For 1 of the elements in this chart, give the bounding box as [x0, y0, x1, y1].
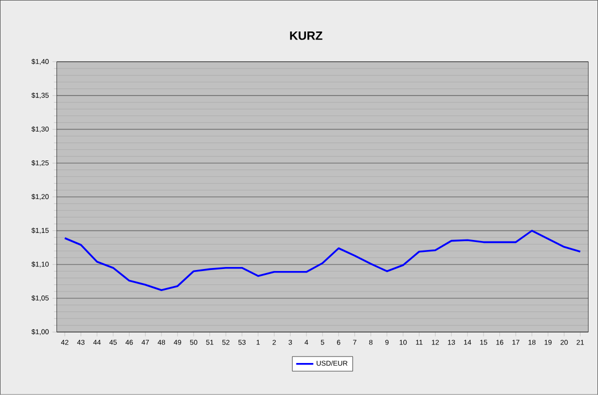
chart-title: KURZ — [290, 32, 322, 40]
